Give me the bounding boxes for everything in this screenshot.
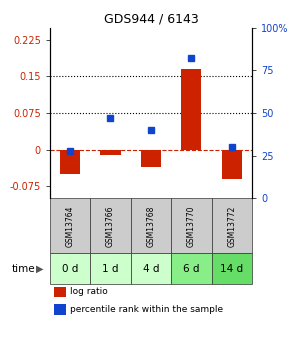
- Text: 14 d: 14 d: [220, 264, 243, 274]
- Title: GDS944 / 6143: GDS944 / 6143: [103, 12, 198, 25]
- Text: 6 d: 6 d: [183, 264, 200, 274]
- Text: percentile rank within the sample: percentile rank within the sample: [70, 305, 223, 314]
- Bar: [54, 304, 66, 315]
- Text: GSM13764: GSM13764: [66, 205, 74, 247]
- Bar: [100, 150, 121, 155]
- Bar: [50, 253, 90, 284]
- Bar: [212, 198, 252, 253]
- Text: GSM13770: GSM13770: [187, 205, 196, 247]
- Bar: [171, 253, 212, 284]
- Bar: [90, 198, 131, 253]
- Bar: [171, 198, 212, 253]
- Bar: [131, 253, 171, 284]
- Bar: [60, 150, 80, 174]
- Text: 4 d: 4 d: [143, 264, 159, 274]
- Bar: [90, 253, 131, 284]
- Bar: [54, 287, 66, 297]
- Text: 0 d: 0 d: [62, 264, 78, 274]
- Bar: [50, 198, 90, 253]
- Text: ▶: ▶: [36, 264, 44, 274]
- Text: GSM13772: GSM13772: [227, 205, 236, 247]
- Text: log ratio: log ratio: [70, 287, 108, 296]
- Bar: [212, 253, 252, 284]
- Bar: [131, 198, 171, 253]
- Text: time: time: [12, 264, 35, 274]
- Bar: [181, 69, 202, 150]
- Bar: [141, 150, 161, 167]
- Bar: [222, 150, 242, 179]
- Text: GSM13768: GSM13768: [146, 205, 155, 247]
- Text: 1 d: 1 d: [102, 264, 119, 274]
- Text: GSM13766: GSM13766: [106, 205, 115, 247]
